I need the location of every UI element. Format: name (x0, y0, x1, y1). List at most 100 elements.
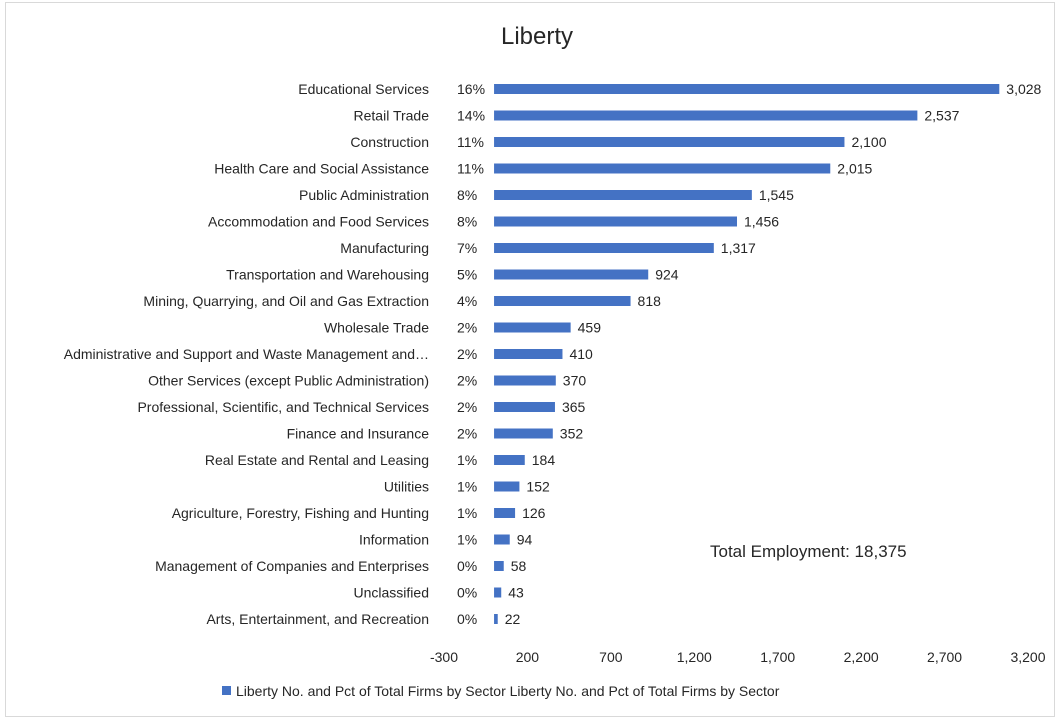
percent-label: 2% (457, 426, 477, 442)
bar (494, 587, 502, 598)
x-tick-label: 2,200 (844, 649, 879, 665)
bar (494, 322, 571, 333)
value-label: 459 (578, 320, 602, 336)
bar (494, 216, 738, 227)
category-label: Other Services (except Public Administra… (148, 373, 429, 389)
value-label: 1,317 (721, 240, 756, 256)
percent-label: 16% (457, 81, 485, 97)
percent-label: 4% (457, 293, 477, 309)
bar (494, 296, 631, 306)
bar (494, 375, 556, 386)
category-label: Transportation and Warehousing (226, 267, 429, 283)
bar (494, 481, 520, 492)
percent-label: 0% (457, 611, 477, 627)
bar (494, 349, 563, 359)
chart-frame (5, 2, 1055, 717)
value-label: 2,100 (851, 134, 886, 150)
legend-label: Liberty No. and Pct of Total Firms by Se… (236, 683, 780, 699)
value-label: 152 (526, 479, 550, 495)
legend-swatch (222, 686, 231, 695)
value-label: 1,545 (759, 187, 794, 203)
category-labels: Educational Services Retail Trade Construc… (64, 81, 429, 627)
x-tick-label: 3,200 (1010, 649, 1045, 665)
bar (494, 614, 498, 624)
x-tick-label: 2,700 (927, 649, 962, 665)
category-label: Administrative and Support and Waste Man… (64, 346, 429, 362)
bar (494, 455, 525, 465)
category-label: Educational Services (298, 81, 429, 97)
percent-label: 7% (457, 240, 477, 256)
value-labels: 3,028 2,537 2,100 2,015 1,545 1,456 1,317 924 81… (505, 81, 1042, 627)
value-label: 365 (562, 399, 586, 415)
percent-label: 5% (457, 267, 477, 283)
category-label: Management of Companies and Enterprises (155, 558, 429, 574)
percent-label: 1% (457, 479, 477, 495)
value-label: 2,537 (924, 108, 959, 124)
category-label: Finance and Insurance (287, 426, 430, 442)
percent-label: 8% (457, 187, 477, 203)
category-label: Professional, Scientific, and Technical … (137, 399, 429, 415)
x-tick-label: 200 (516, 649, 540, 665)
bar (494, 428, 553, 439)
category-label: Public Administration (299, 187, 429, 203)
percent-label: 0% (457, 558, 477, 574)
category-label: Construction (350, 134, 429, 150)
percent-label: 2% (457, 320, 477, 336)
category-label: Retail Trade (354, 108, 430, 124)
bar (494, 269, 649, 280)
x-tick-label: -300 (430, 649, 458, 665)
bar (494, 402, 555, 412)
chart-title: Liberty (501, 23, 573, 50)
total-employment-annotation: Total Employment: 18,375 (710, 542, 907, 561)
value-label: 43 (508, 585, 524, 601)
category-label: Utilities (384, 479, 429, 495)
value-label: 22 (505, 611, 521, 627)
bars (494, 84, 1000, 624)
value-label: 2,015 (837, 161, 872, 177)
value-label: 58 (511, 558, 527, 574)
value-label: 352 (560, 426, 584, 442)
percent-label: 1% (457, 532, 477, 548)
value-label: 818 (638, 293, 662, 309)
bar (494, 190, 752, 200)
bar (494, 561, 504, 571)
value-label: 370 (563, 373, 587, 389)
value-label: 3,028 (1006, 81, 1041, 97)
bar (494, 508, 516, 518)
x-tick-label: 700 (599, 649, 623, 665)
category-label: Unclassified (354, 585, 429, 601)
percent-label: 1% (457, 505, 477, 521)
category-label: Health Care and Social Assistance (214, 161, 429, 177)
category-label: Real Estate and Rental and Leasing (205, 452, 429, 468)
percent-label: 2% (457, 399, 477, 415)
bar (494, 110, 918, 121)
percent-label: 2% (457, 346, 477, 362)
percent-labels: 16% 14% 11% 11% 8% 8% 7% 5% 4% 2% 2% 2% 2% 2% 1% 1% 1% 1%… (457, 81, 485, 627)
percent-label: 0% (457, 585, 477, 601)
x-tick-label: 1,700 (760, 649, 795, 665)
bar (494, 243, 714, 253)
category-label: Agriculture, Forestry, Fishing and Hunti… (172, 505, 429, 521)
value-label: 1,456 (744, 214, 779, 230)
value-label: 924 (655, 267, 679, 283)
value-label: 184 (532, 452, 556, 468)
percent-label: 14% (457, 108, 485, 124)
value-label: 94 (517, 532, 533, 548)
category-label: Wholesale Trade (324, 320, 429, 336)
percent-label: 11% (457, 161, 484, 177)
bar (494, 84, 1000, 94)
percent-label: 11% (457, 134, 484, 150)
x-tick-label: 1,200 (677, 649, 712, 665)
category-label: Information (359, 532, 429, 548)
value-label: 410 (569, 346, 593, 362)
percent-label: 8% (457, 214, 477, 230)
percent-label: 1% (457, 452, 477, 468)
category-label: Arts, Entertainment, and Recreation (206, 611, 429, 627)
category-label: Accommodation and Food Services (208, 214, 429, 230)
category-label: Mining, Quarrying, and Oil and Gas Extra… (143, 293, 429, 309)
x-axis-ticks: -300 200 700 1,200 1,700 2,200 2,700 3,200 (430, 649, 1046, 665)
bar (494, 163, 831, 174)
percent-label: 2% (457, 373, 477, 389)
category-label: Manufacturing (340, 240, 429, 256)
